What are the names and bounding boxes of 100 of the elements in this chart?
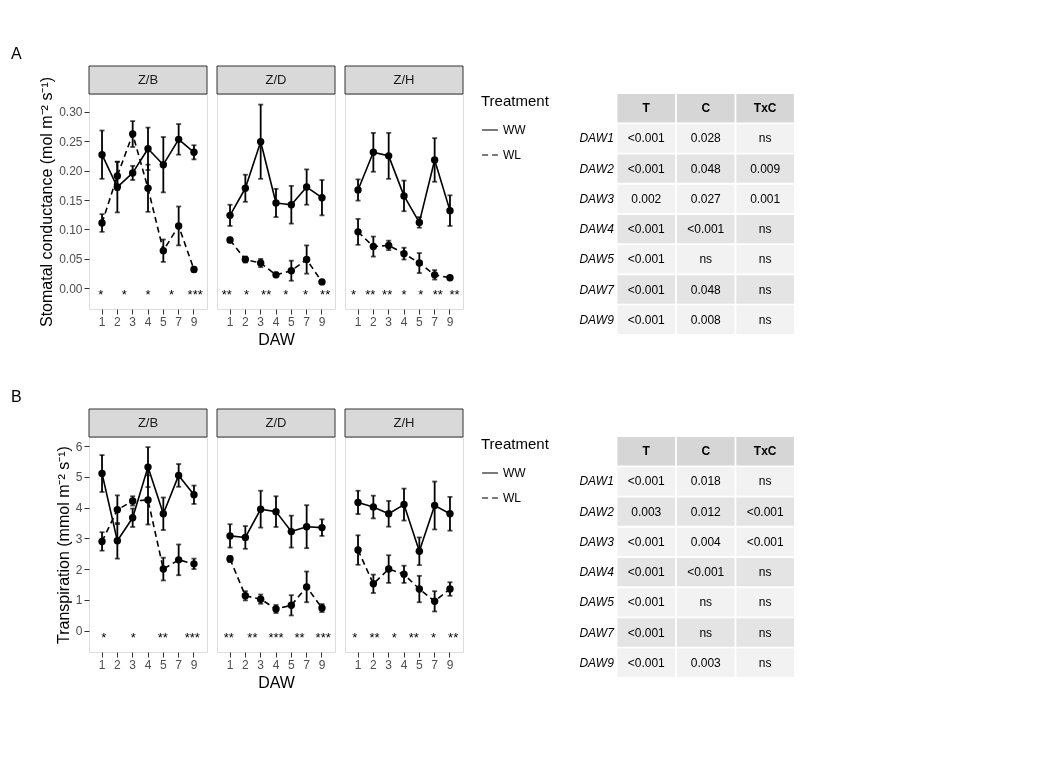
point (226, 532, 234, 540)
text: ns (758, 282, 772, 297)
x-tick-label: 9 (446, 657, 454, 672)
legend-title: Treatment (481, 435, 550, 452)
point (400, 500, 408, 509)
point (302, 183, 311, 191)
legend-label: WL (503, 491, 522, 505)
text: <0.001 (627, 312, 665, 327)
x-tick-label: 3 (257, 657, 265, 672)
annotation: ** (369, 630, 380, 645)
point (400, 192, 408, 200)
x-tick-label: 3 (385, 657, 393, 672)
x-tick-label: 7 (431, 657, 439, 672)
annotation: * (391, 630, 397, 645)
y-tick-label: 4 (75, 501, 83, 516)
y-tick-label: 0.30 (59, 105, 83, 120)
chart-title: Z/D (265, 72, 287, 87)
point (128, 514, 137, 522)
category-label: DAW1 (579, 131, 614, 146)
x-tick-label: 3 (385, 314, 393, 329)
category-label: C (701, 101, 711, 116)
x-tick-label: 9 (446, 314, 454, 329)
annotation: ** (320, 287, 331, 302)
y-axis-title: Stomatal conductance (mol m⁻² s⁻¹) (38, 76, 56, 328)
point (159, 246, 168, 255)
text: <0.001 (746, 504, 784, 519)
point (430, 597, 439, 606)
x-tick-label: 2 (114, 657, 122, 672)
text: ns (699, 595, 713, 610)
x-tick-label: 5 (159, 657, 167, 672)
x-tick-label: 1 (98, 657, 106, 672)
point (159, 510, 168, 518)
chart-title: Z/D (265, 415, 287, 430)
point (415, 259, 424, 267)
y-tick-label: 3 (75, 531, 83, 546)
point (159, 565, 168, 573)
x-tick-label: 1 (226, 657, 234, 672)
point (318, 523, 326, 532)
x-tick-label: 5 (159, 314, 167, 329)
y-tick-label: 0.15 (59, 193, 83, 208)
text: <0.001 (627, 534, 665, 549)
point (384, 565, 393, 573)
annotation: ** (261, 287, 272, 302)
text: <0.001 (627, 131, 665, 146)
x-axis-title: DAW (258, 330, 296, 348)
annotation: * (283, 287, 289, 302)
point (98, 150, 106, 159)
x-tick-label: 7 (303, 314, 311, 329)
point (400, 570, 408, 578)
category-label: TxC (753, 101, 777, 116)
point (98, 537, 106, 546)
x-tick-label: 4 (144, 314, 152, 329)
category-label: DAW9 (579, 312, 614, 327)
x-tick-label: 2 (114, 314, 122, 329)
legend-label: WL (503, 148, 522, 162)
point (354, 546, 362, 554)
annotation: ** (448, 630, 459, 645)
text: ns (758, 312, 772, 327)
x-tick-label: 7 (431, 314, 439, 329)
point (174, 471, 183, 480)
x-tick-label: 3 (129, 657, 137, 672)
point (256, 138, 265, 146)
text: 0.028 (690, 131, 721, 146)
y-tick-label: 5 (75, 470, 83, 485)
point (446, 585, 454, 593)
chart-title: Z/H (393, 72, 415, 87)
x-tick-label: 3 (129, 314, 137, 329)
text: 0.048 (690, 282, 721, 297)
text: ns (758, 252, 772, 267)
text: ns (699, 625, 713, 640)
category-label: TxC (753, 444, 777, 459)
point (226, 211, 234, 220)
point (113, 183, 122, 191)
point (415, 585, 424, 593)
x-tick-label: 5 (415, 657, 423, 672)
category-label: DAW7 (579, 282, 614, 297)
text: 0.003 (690, 655, 721, 670)
point (354, 498, 362, 507)
point (174, 556, 183, 564)
annotation: * (352, 630, 358, 645)
y-tick-label: 0.00 (59, 281, 83, 296)
point (98, 469, 106, 478)
point (287, 201, 296, 209)
text: 0.018 (690, 474, 721, 489)
annotation: * (430, 630, 437, 645)
category-label: T (642, 444, 651, 459)
point (144, 184, 152, 192)
category-label: DAW4 (579, 222, 614, 237)
x-tick-label: 4 (144, 657, 152, 672)
point (384, 510, 393, 518)
point (174, 222, 183, 230)
point (113, 537, 122, 545)
x-tick-label: 4 (272, 657, 280, 672)
x-tick-label: 9 (190, 657, 198, 672)
x-tick-label: 2 (242, 314, 250, 329)
annotation: * (130, 630, 136, 645)
text: A (11, 45, 22, 62)
x-tick-label: 9 (318, 314, 326, 329)
point (302, 583, 311, 591)
x-tick-label: 5 (287, 314, 295, 329)
